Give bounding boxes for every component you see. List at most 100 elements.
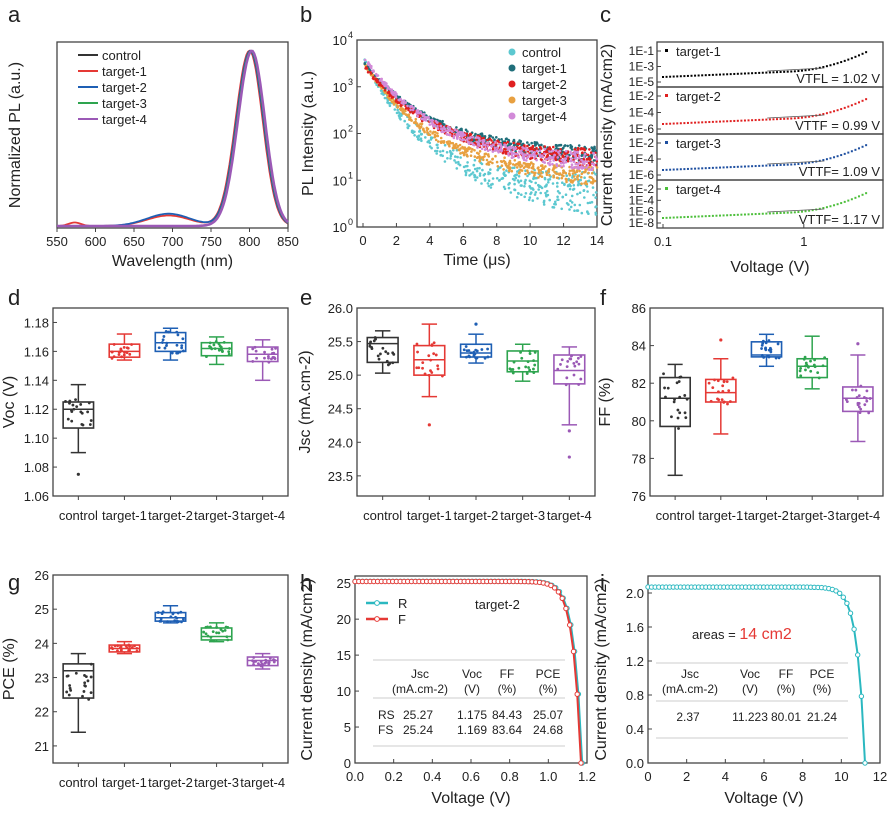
data-point xyxy=(459,147,462,150)
legend-marker xyxy=(665,49,668,52)
data-point xyxy=(476,167,479,170)
data-point xyxy=(465,153,469,156)
data-point xyxy=(65,674,69,678)
data-point xyxy=(391,361,395,365)
data-point xyxy=(439,150,442,153)
legend-marker xyxy=(374,616,380,622)
data-point xyxy=(508,367,512,371)
data-point xyxy=(254,349,258,353)
data-point xyxy=(536,197,539,200)
data-point xyxy=(466,149,469,153)
data-point xyxy=(224,625,228,629)
data-point xyxy=(209,636,213,639)
panel-i-chart: 0 2 4 6 8 10 12 0.0 0.4 0.8 1.2 1.6 2.0 Voltage (V) Cu… xyxy=(593,575,887,807)
data-point xyxy=(855,396,859,399)
data-point xyxy=(586,164,589,167)
table-header-unit: (%) xyxy=(498,682,517,696)
data-point xyxy=(113,644,117,648)
data-point xyxy=(456,137,459,140)
data-point xyxy=(489,134,493,138)
x-tick-label: 0 xyxy=(644,769,651,784)
legend-label: target-2 xyxy=(676,89,721,104)
data-point xyxy=(526,148,530,152)
y-tick-label: 10 xyxy=(333,127,347,142)
data-point xyxy=(68,399,72,403)
data-point xyxy=(480,182,483,185)
data-point xyxy=(116,649,119,653)
data-point xyxy=(726,166,729,169)
data-point xyxy=(564,149,568,153)
data-point xyxy=(731,376,735,380)
data-point xyxy=(740,72,743,75)
data-point xyxy=(799,374,803,378)
data-point xyxy=(455,126,458,129)
data-point xyxy=(524,172,527,176)
table-cell: 25.07 xyxy=(533,708,563,722)
y-tick-exponent: 0 xyxy=(348,217,353,227)
data-point xyxy=(862,396,866,399)
data-point xyxy=(503,173,506,176)
data-point xyxy=(585,182,589,186)
data-point xyxy=(464,150,467,153)
data-point xyxy=(754,119,757,122)
legend-marker xyxy=(665,187,668,190)
data-point xyxy=(554,143,558,147)
data-point xyxy=(851,626,857,632)
data-point xyxy=(475,169,479,173)
data-point xyxy=(374,337,377,341)
data-point xyxy=(783,211,786,214)
data-point xyxy=(460,127,463,131)
y-tick-label: 1E-2 xyxy=(629,136,655,150)
data-point xyxy=(811,115,814,118)
data-point xyxy=(448,133,452,137)
data-point xyxy=(469,154,473,157)
data-point xyxy=(760,353,764,357)
data-point xyxy=(439,124,443,128)
data-point xyxy=(87,697,91,701)
data-point xyxy=(854,55,857,58)
data-point xyxy=(743,165,746,168)
data-point xyxy=(523,153,526,156)
data-point xyxy=(679,75,682,78)
data-point xyxy=(761,71,764,74)
data-point xyxy=(836,62,839,65)
data-point xyxy=(532,371,536,375)
data-point xyxy=(809,369,813,373)
box-control xyxy=(62,383,95,476)
data-point xyxy=(535,152,538,155)
data-point xyxy=(722,120,725,123)
data-point xyxy=(431,122,434,126)
series-line-target-1 xyxy=(57,49,289,227)
data-point xyxy=(711,386,715,390)
y-axis-label: Voc (V) xyxy=(1,376,18,428)
data-point xyxy=(449,141,453,145)
box-control xyxy=(366,330,399,374)
data-point xyxy=(472,163,476,167)
data-point xyxy=(387,90,391,94)
data-point xyxy=(164,330,168,333)
x-tick-label: 12 xyxy=(873,769,887,784)
data-point xyxy=(580,175,583,179)
data-point xyxy=(551,585,558,591)
data-point xyxy=(594,205,597,209)
data-point xyxy=(751,165,754,168)
annotation-device-name: target-2 xyxy=(475,597,520,612)
data-point xyxy=(587,168,591,171)
data-point xyxy=(772,71,775,74)
data-point xyxy=(465,132,469,136)
data-point xyxy=(396,108,400,112)
data-point xyxy=(581,161,584,165)
legend-label: control xyxy=(522,45,561,60)
data-point xyxy=(583,152,587,156)
data-point xyxy=(491,141,495,144)
data-point xyxy=(665,122,668,125)
data-point xyxy=(581,151,584,154)
data-point xyxy=(665,216,668,219)
data-point xyxy=(511,368,515,371)
data-point xyxy=(116,644,120,648)
data-point xyxy=(363,58,367,62)
data-point xyxy=(779,163,782,166)
data-point xyxy=(548,163,552,167)
data-point xyxy=(843,59,846,62)
series-control xyxy=(363,58,598,216)
